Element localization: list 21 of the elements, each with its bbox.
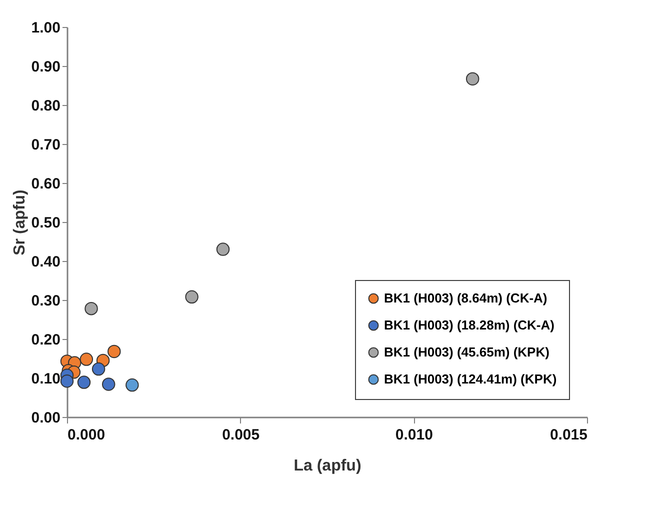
x-axis-title: La (apfu) (294, 458, 362, 474)
y-tick-label: 0.90 (31, 58, 60, 76)
y-axis-title: Sr (apfu) (11, 190, 28, 256)
x-tick-label: 0.010 (395, 426, 433, 444)
y-tick-label: 0.50 (31, 214, 60, 232)
legend-label: BK1 (H003) (124.41m) (KPK) (384, 372, 557, 386)
x-tick-label: 0.015 (550, 426, 588, 444)
y-tick-label: 0.20 (31, 332, 60, 348)
y-tick-label: 0.70 (31, 136, 60, 154)
legend-label: BK1 (H003) (8.64m) (CK-A) (384, 290, 548, 306)
y-tick-label: 0.00 (31, 410, 60, 426)
y-tick-label: 0.60 (31, 176, 60, 192)
y-tick-label: 1.00 (31, 20, 60, 36)
x-tick-label: 0.005 (222, 426, 260, 444)
y-tick-label: 0.40 (31, 254, 60, 270)
y-tick-label: 0.10 (31, 370, 60, 388)
legend-label: BK1 (H003) (18.28m) (CK-A) (384, 318, 554, 332)
y-tick-label: 0.80 (31, 98, 60, 114)
y-tick-label: 0.30 (31, 292, 60, 310)
legend-label: BK1 (H003) (45.65m) (KPK) (384, 344, 550, 360)
x-tick-label: 0.000 (68, 426, 106, 444)
